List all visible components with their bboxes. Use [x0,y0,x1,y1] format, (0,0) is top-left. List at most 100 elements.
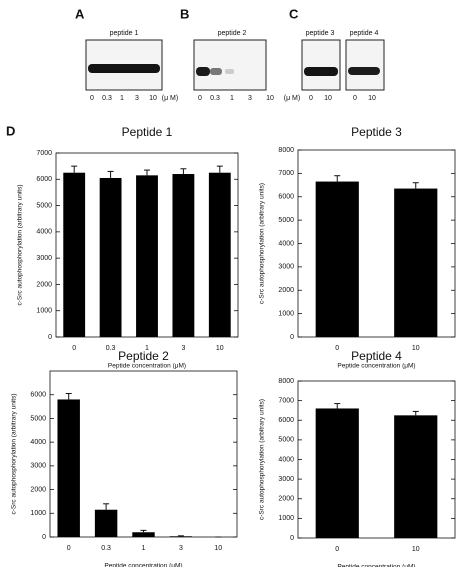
panel-label: A [75,6,85,21]
bar [315,181,359,337]
chart-title: Peptide 3 [351,125,402,139]
y-tick-label: 2000 [278,496,294,503]
lane-label: 10 [368,95,376,102]
y-tick-label: 5000 [36,202,52,209]
x-tick-label: 10 [216,345,224,352]
y-tick-label: 7000 [278,397,294,404]
y-tick-label: 6000 [278,194,294,201]
x-tick-label: 10 [412,345,420,352]
y-tick-label: 4000 [36,229,52,236]
x-tick-label: 0.3 [106,345,116,352]
y-tick-label: 0 [290,334,294,341]
x-axis-label: Peptide concentration (μM) [337,363,415,370]
y-tick-label: 0 [48,334,52,341]
y-tick-label: 7000 [278,170,294,177]
panel-label: D [6,123,15,138]
y-tick-label: 8000 [278,378,294,385]
bar [169,536,193,537]
y-tick-label: 5000 [278,437,294,444]
x-tick-label: 0 [67,545,71,552]
y-tick-label: 4000 [30,439,46,446]
bar [172,174,195,337]
lane-label: 0 [198,95,202,102]
blot-b: peptide 2 [193,30,267,91]
y-tick-label: 6000 [278,417,294,424]
lane-label: 10 [266,95,274,102]
chart-title: Peptide 4 [351,349,402,363]
chart-title: Peptide 2 [118,349,169,363]
chart-title: Peptide 1 [122,125,173,139]
y-tick-label: 5000 [278,217,294,224]
x-axis-label: Peptide concentration (μM) [108,363,186,370]
y-tick-label: 2000 [278,287,294,294]
lane-label: 0 [90,95,94,102]
y-tick-label: 1000 [30,510,46,517]
y-tick-label: 0 [290,535,294,542]
x-tick-label: 0.3 [101,545,111,552]
bar [99,177,122,337]
y-axis-label: c-Src autophosphorylation (arbitrary uni… [259,399,266,520]
y-axis-label: c-Src autophosphorylation (arbitrary uni… [17,184,24,305]
x-tick-label: 3 [181,345,185,352]
y-tick-label: 1000 [36,308,52,315]
bar [94,509,118,537]
bar [57,399,80,537]
panel-label: C [289,6,299,21]
band [88,64,160,73]
lane-label: 3 [248,95,252,102]
blot-a: peptide 1 [85,30,163,91]
x-tick-label: 10 [214,545,222,552]
x-tick-label: 0 [335,345,339,352]
y-tick-label: 6000 [36,176,52,183]
blot-membrane [193,39,267,91]
x-axis-label: Peptide concentration (μM) [104,563,182,567]
lane-label: 1 [230,95,234,102]
y-tick-label: 1000 [278,515,294,522]
x-tick-label: 0 [335,546,339,553]
y-tick-label: 8000 [278,147,294,154]
lane-label: 10 [324,95,332,102]
y-tick-label: 0 [42,534,46,541]
bar [315,408,359,538]
lane-label: 0.3 [102,95,112,102]
blot-title: peptide 4 [350,30,379,37]
lane-label: 0 [309,95,313,102]
band [304,67,338,76]
blot-membrane [301,39,341,91]
y-tick-label: 3000 [278,476,294,483]
y-tick-label: 1000 [278,310,294,317]
x-axis-label: Peptide concentration (μM) [337,564,415,567]
band [225,69,234,74]
panel-label: B [180,6,189,21]
bar [136,175,158,337]
band [348,67,380,75]
lane-label: 3 [135,95,139,102]
y-axis-label: c-Src autophosphorylation (arbitrary uni… [259,183,266,304]
bar [394,415,438,538]
y-tick-label: 4000 [278,240,294,247]
y-tick-label: 3000 [30,463,46,470]
lane-label: 0.3 [210,95,220,102]
y-tick-label: 3000 [278,264,294,271]
x-tick-label: 1 [145,345,149,352]
lane-label: 0 [353,95,357,102]
blot-c: peptide 3 peptide 4 [301,30,385,91]
band [196,67,210,76]
y-tick-label: 2000 [30,486,46,493]
y-tick-label: 7000 [36,150,52,157]
unit-label: (μ M) [162,95,178,102]
lane-label: 1 [120,95,124,102]
blot-title: peptide 2 [218,30,247,37]
x-tick-label: 0 [72,345,76,352]
blot-title: peptide 1 [110,30,139,37]
y-axis-label: c-Src autophosphorylation (arbitrary uni… [11,393,18,514]
bar [208,172,231,337]
blot-title: peptide 3 [306,30,335,37]
y-tick-label: 2000 [36,281,52,288]
x-tick-label: 3 [179,545,183,552]
bar [132,532,155,537]
unit-label: (μ M) [284,95,300,102]
blot-membrane [345,39,385,91]
y-tick-label: 5000 [30,415,46,422]
